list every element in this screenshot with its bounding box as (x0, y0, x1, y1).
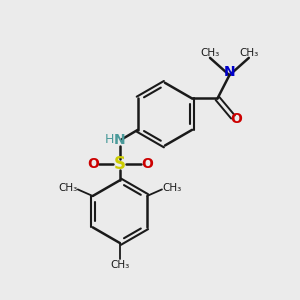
Text: CH₃: CH₃ (162, 183, 181, 193)
Text: O: O (141, 157, 153, 171)
Text: S: S (114, 155, 126, 173)
Text: N: N (224, 64, 235, 79)
Text: H: H (105, 134, 114, 146)
Text: O: O (231, 112, 242, 126)
Text: N: N (114, 133, 126, 147)
Text: CH₃: CH₃ (239, 47, 258, 58)
Text: CH₃: CH₃ (58, 183, 78, 193)
Text: CH₃: CH₃ (110, 260, 130, 270)
Text: O: O (87, 157, 99, 171)
Text: CH₃: CH₃ (200, 47, 220, 58)
